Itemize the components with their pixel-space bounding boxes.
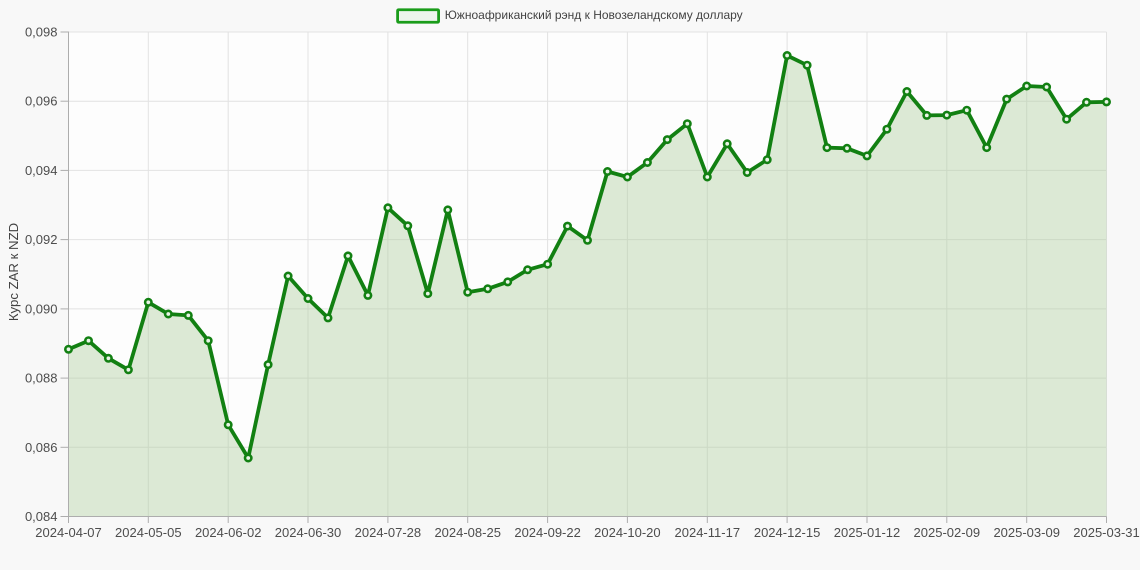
svg-text:Курс ZAR к NZD: Курс ZAR к NZD	[6, 223, 21, 321]
svg-text:0,090: 0,090	[25, 301, 58, 316]
svg-text:2025-03-31: 2025-03-31	[1073, 525, 1140, 540]
svg-text:2024-06-30: 2024-06-30	[275, 525, 342, 540]
svg-text:2024-06-02: 2024-06-02	[195, 525, 262, 540]
svg-text:2024-08-25: 2024-08-25	[434, 525, 501, 540]
svg-text:2025-02-09: 2025-02-09	[914, 525, 981, 540]
svg-text:Южноафриканский рэнд к Новозел: Южноафриканский рэнд к Новозеландскому д…	[445, 8, 743, 22]
svg-text:2025-03-09: 2025-03-09	[993, 525, 1060, 540]
svg-text:2025-01-12: 2025-01-12	[834, 525, 901, 540]
svg-text:0,092: 0,092	[25, 232, 58, 247]
svg-text:0,094: 0,094	[25, 163, 58, 178]
svg-text:2024-05-05: 2024-05-05	[115, 525, 182, 540]
svg-text:0,098: 0,098	[25, 25, 58, 40]
svg-text:0,088: 0,088	[25, 371, 58, 386]
svg-text:2024-11-17: 2024-11-17	[675, 525, 741, 540]
svg-text:2024-12-15: 2024-12-15	[754, 525, 821, 540]
svg-text:2024-09-22: 2024-09-22	[514, 525, 581, 540]
svg-text:2024-10-20: 2024-10-20	[594, 525, 661, 540]
svg-text:0,096: 0,096	[25, 94, 58, 109]
svg-text:2024-07-28: 2024-07-28	[355, 525, 422, 540]
svg-text:0,086: 0,086	[25, 440, 58, 455]
svg-text:2024-04-07: 2024-04-07	[35, 525, 102, 540]
svg-text:0,084: 0,084	[25, 509, 58, 524]
